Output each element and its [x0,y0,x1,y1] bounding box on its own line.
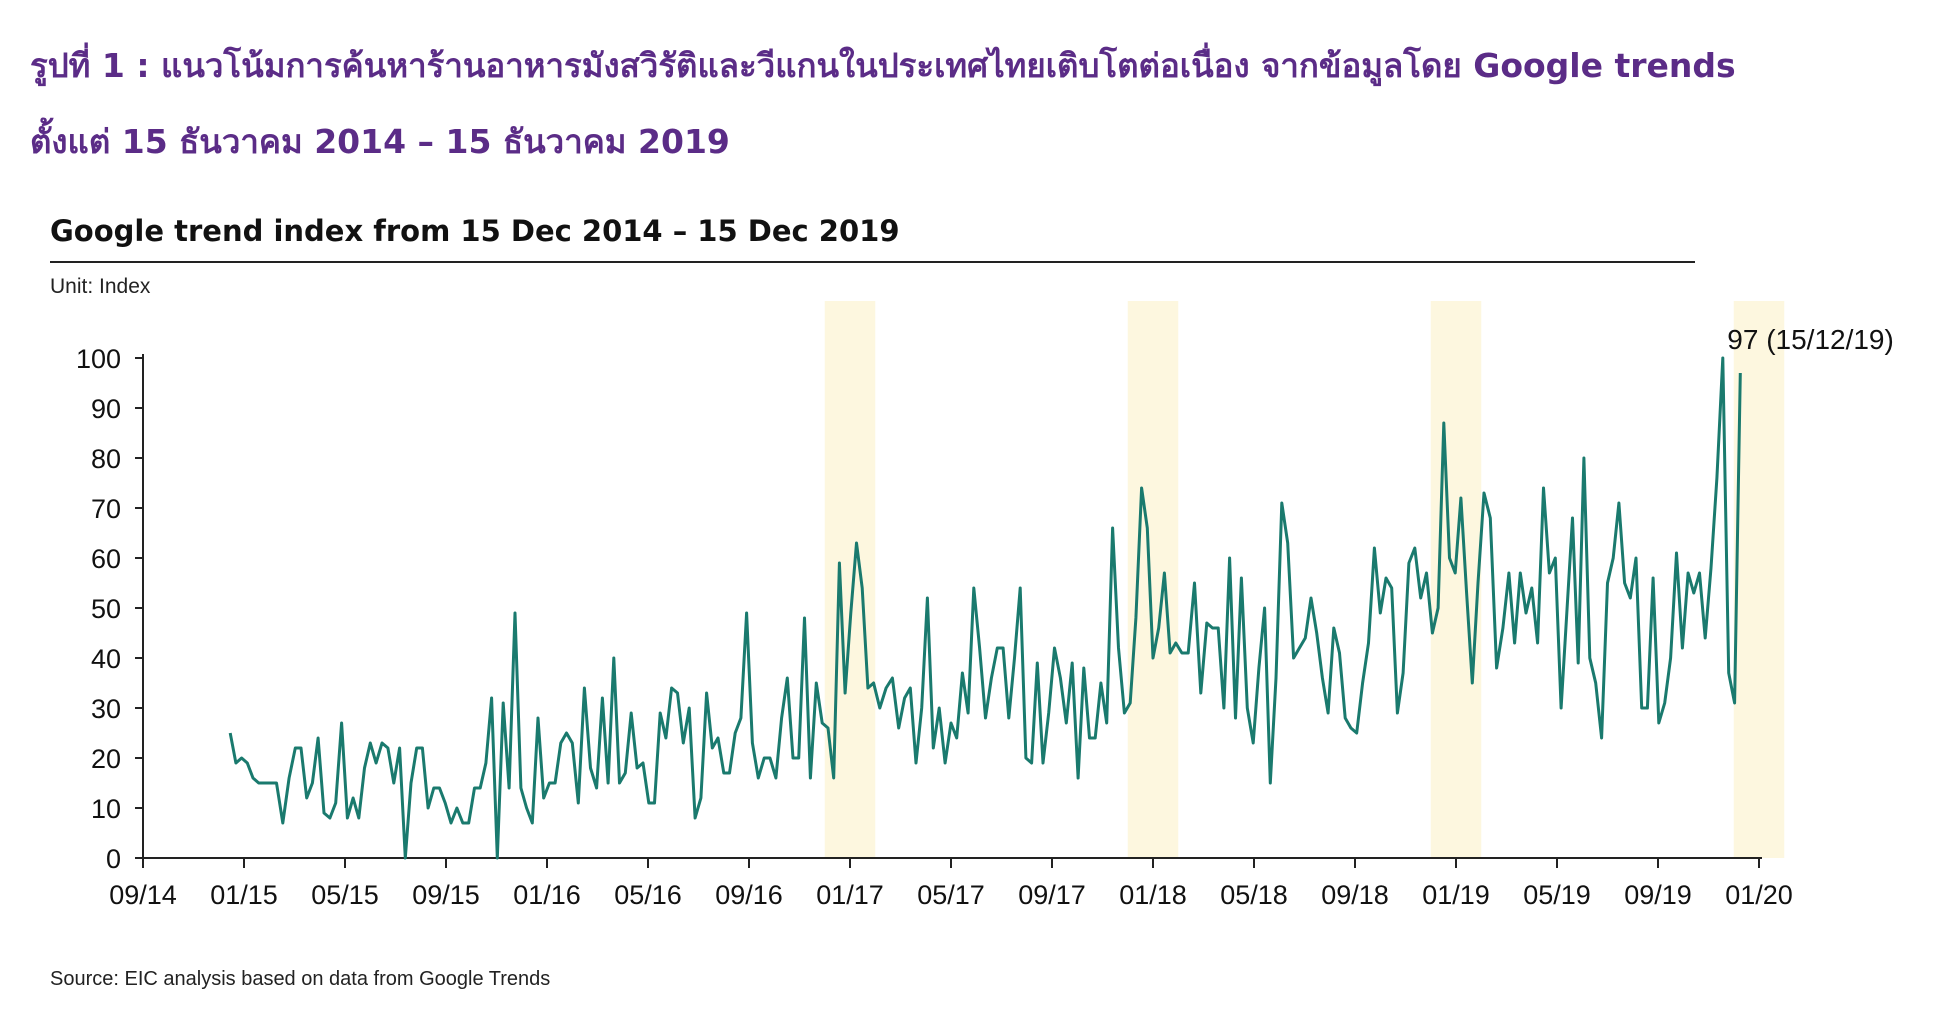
y-tick-label-40: 40 [91,644,121,674]
figure-title-line2: ตั้งแต่ 15 ธันวาคม 2014 – 15 ธันวาคม 201… [30,122,730,161]
tick-labels: 0 10 20 30 40 50 60 70 80 90 100 09/14 01/15 05/15 09/… [76,344,1793,910]
y-tick-label-100: 100 [76,344,121,374]
annotations: 97 (15/12/19) [1727,324,1894,355]
x-tick-label-1: 01/15 [210,880,278,910]
annotation-last-value: 97 (15/12/19) [1727,324,1894,355]
y-tick-label-30: 30 [91,694,121,724]
y-tick-label-70: 70 [91,494,121,524]
series [228,356,1742,860]
y-tick-label-60: 60 [91,544,121,574]
y-tick-label-50: 50 [91,594,121,624]
title-rule [50,261,1695,263]
x-tick-label-13: 01/19 [1422,880,1490,910]
x-tick-label-2: 05/15 [311,880,379,910]
x-tick-label-12: 09/18 [1321,880,1389,910]
y-tick-label-0: 0 [106,844,121,874]
x-tick-label-10: 01/18 [1119,880,1187,910]
highlight-bands [824,301,1785,858]
figure-title: รูปที่ 1 : แนวโน้มการค้นหาร้านอาหารมังสว… [30,28,1930,180]
figure-title-line1: รูปที่ 1 : แนวโน้มการค้นหาร้านอาหารมังสว… [30,46,1736,85]
x-tick-label-6: 09/16 [715,880,783,910]
highlight-band-2 [1127,301,1179,858]
x-tick-label-11: 05/18 [1220,880,1288,910]
y-tick-label-20: 20 [91,744,121,774]
axes [135,354,1762,868]
x-tick-label-7: 01/17 [816,880,884,910]
y-tick-label-90: 90 [91,394,121,424]
y-tick-label-80: 80 [91,444,121,474]
series-line [228,356,1742,860]
x-tick-label-15: 09/19 [1624,880,1692,910]
unit-label: Unit: Index [50,275,151,298]
x-tick-label-3: 09/15 [412,880,480,910]
x-tick-label-4: 01/16 [513,880,581,910]
highlight-band-4 [1733,301,1785,858]
x-tick-label-8: 05/17 [917,880,985,910]
x-tick-label-14: 05/19 [1523,880,1591,910]
x-tick-label-16: 01/20 [1725,880,1793,910]
chart-title: Google trend index from 15 Dec 2014 – 15… [50,214,900,248]
source-note: Source: EIC analysis based on data from … [50,968,551,990]
x-tick-label-5: 05/16 [614,880,682,910]
x-tick-label-0: 09/14 [109,880,177,910]
y-tick-label-10: 10 [91,794,121,824]
x-tick-label-9: 09/17 [1018,880,1086,910]
